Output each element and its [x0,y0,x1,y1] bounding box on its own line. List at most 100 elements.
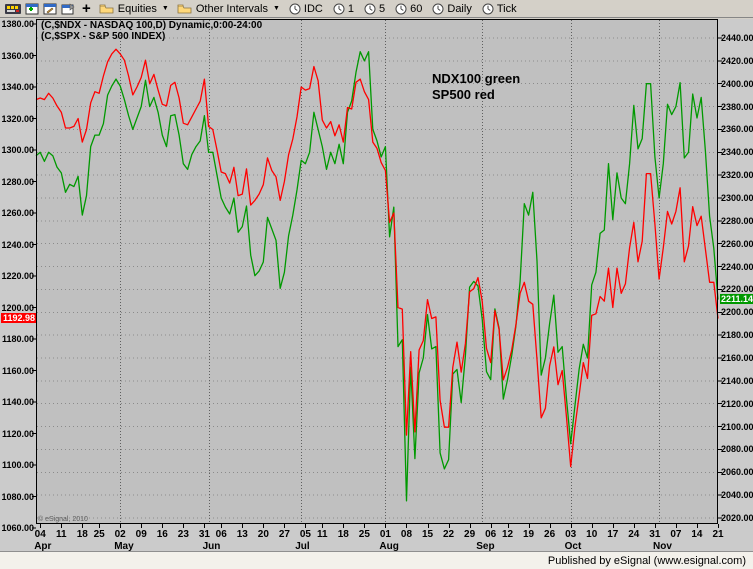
right-axis-label: 2220.00 [721,284,753,295]
copy-window-icon[interactable] [41,1,59,17]
interval-buttons: IDC 1 5 60 Daily Tick [284,1,522,17]
x-tick-label: 25 [358,529,370,540]
x-tick-label: 29 [464,529,476,540]
interval-label: IDC [303,2,323,15]
left-axis-label: 1360.00 [1,50,34,61]
month-label: Nov [653,541,672,552]
right-axis-label: 2300.00 [721,192,753,203]
interval-label: Daily [447,2,472,15]
x-tick-label: 20 [257,529,269,540]
esignal-app-icon[interactable] [3,1,23,17]
x-tick-label: 23 [177,529,189,540]
x-tick-label: 31 [649,529,661,540]
x-tick-label: 31 [198,529,210,540]
x-tick-label: 06 [485,529,497,540]
x-tick-label: 16 [156,529,168,540]
interval-button-1[interactable]: 1 [328,1,359,17]
symbol-header-spx: (C,$SPX - S&P 500 INDEX) [41,31,166,42]
right-axis-label: 2200.00 [721,307,753,318]
x-tick-label: 14 [691,529,703,540]
right-axis-label: 2020.00 [721,512,753,523]
right-axis-label: 2240.00 [721,261,753,272]
left-axis-label: 1320.00 [1,113,34,124]
right-axis-label: 2340.00 [721,147,753,158]
x-tick-label: 26 [544,529,556,540]
x-tick-label: 11 [316,529,328,540]
x-tick-label: 04 [34,529,46,540]
other-intervals-menu[interactable]: Other Intervals ▼ [173,1,284,17]
left-axis-label: 1220.00 [1,271,34,281]
x-tick-label: 06 [215,529,227,540]
left-axis-label: 1140.00 [1,397,34,407]
symbol-header-ndx: (C,$NDX - NASDAQ 100,D) Dynamic,0:00-24:… [41,20,263,31]
x-tick-label: 25 [93,529,105,540]
plot-background [36,19,718,524]
left-axis-label: 1100.00 [1,460,34,470]
right-axis-label: 2260.00 [721,238,753,249]
right-axis-label: 2280.00 [721,215,753,226]
interval-button-60[interactable]: 60 [390,1,427,17]
interval-label: 5 [379,2,386,15]
toolbar: + Equities ▼ Other Intervals ▼ IDC 1 5 60 Da… [0,0,753,18]
spx-last-price-tag: 1192.98 [1,312,36,323]
series-line-ndx [35,51,719,502]
legend-annotation-ndx: NDX100 green [432,71,521,86]
right-axis-label: 2120.00 [721,398,753,409]
x-tick-label: 08 [400,529,413,540]
x-tick-label: 24 [628,529,640,540]
left-axis-label: 1060.00 [1,523,34,533]
x-tick-label: 17 [607,529,619,540]
left-axis-label: 1300.00 [1,145,34,155]
left-axis-label: 1280.00 [1,176,34,187]
month-label: Jun [202,541,221,552]
folder-icon [177,4,192,14]
x-tick-label: 27 [278,529,290,540]
x-tick-label: 05 [299,529,311,540]
x-tick-label: 18 [337,529,349,540]
right-axis-label: 2160.00 [721,352,753,363]
right-axis-label: 2140.00 [721,375,753,386]
window-properties-icon[interactable] [59,1,78,17]
chart-panel[interactable]: (C,$NDX - NASDAQ 100,D) Dynamic,0:00-24:… [0,19,753,552]
legend-annotation-spx: SP500 red [432,87,495,102]
interval-button-idc[interactable]: IDC [284,1,328,17]
x-tick-label: 09 [135,529,147,540]
clock-icon [289,3,301,14]
dropdown-arrow-icon: ▼ [272,5,280,12]
clock-icon [482,3,494,14]
month-label: Aug [379,541,399,552]
clock-icon [364,3,376,14]
x-tick-label: 02 [114,529,126,540]
legend-annotation: NDX100 green SP500 red [432,71,520,103]
month-label: Oct [564,541,582,552]
x-tick-label: 13 [236,529,248,540]
right-axis-label: 2440.00 [721,33,753,43]
interval-button-tick[interactable]: Tick [477,1,522,17]
interval-label: 60 [410,2,423,15]
x-tick-label: 15 [421,529,434,540]
left-axis-label: 1340.00 [1,82,34,92]
right-axis-label: 2400.00 [721,78,753,89]
right-axis-label: 2360.00 [721,124,753,135]
x-tick-label: 12 [501,529,514,540]
plot-border [36,19,718,524]
right-axis-label: 2420.00 [721,55,753,66]
x-tick-label: 10 [586,529,598,540]
x-tick-label: 22 [443,529,455,540]
ndx-last-price-tag: 2211.14 [720,293,753,304]
left-axis-label: 1120.00 [1,428,34,439]
clock-icon [432,3,444,14]
equities-menu[interactable]: Equities ▼ [95,1,173,17]
add-symbol-button[interactable]: + [82,0,91,17]
right-axis-label: 2040.00 [721,490,753,501]
equities-menu-label: Equities [117,2,157,15]
clock-icon [395,3,407,14]
x-tick-label: 21 [712,529,724,540]
interval-button-daily[interactable]: Daily [427,1,476,17]
interval-button-5[interactable]: 5 [359,1,390,17]
left-axis-label: 1160.00 [1,365,34,376]
interval-label: 1 [347,2,354,15]
new-window-icon[interactable] [23,1,41,17]
x-tick-label: 07 [670,529,682,540]
